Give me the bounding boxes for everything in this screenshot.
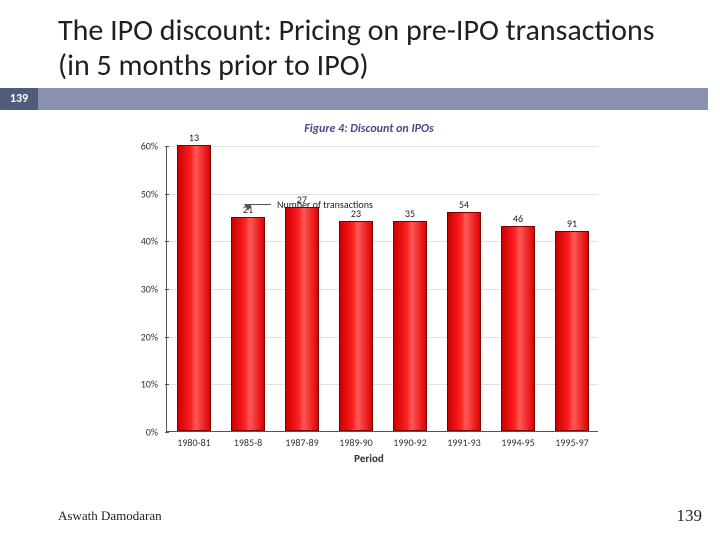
y-tick-label: 20% — [118, 330, 158, 343]
bar-value-label: 54 — [447, 198, 481, 211]
bar-value-label: 13 — [177, 131, 211, 144]
bar — [231, 217, 265, 432]
x-tick-label: 1994-95 — [493, 436, 543, 449]
bar — [177, 145, 211, 431]
slide-number-badge: 139 — [0, 88, 38, 110]
slide-title: The IPO discount: Pricing on pre-IPO tra… — [58, 14, 678, 83]
y-tick-label: 40% — [118, 235, 158, 248]
bar — [447, 212, 481, 431]
footer-page-number: 139 — [677, 506, 703, 526]
bar — [339, 221, 373, 431]
y-tick-label: 10% — [118, 378, 158, 391]
annotation-arrow-icon — [244, 204, 252, 211]
gridline — [167, 194, 598, 195]
chart-container: Figure 4: Discount on IPOs 0%10%20%30%40… — [120, 118, 618, 468]
x-tick-label: 1995-97 — [547, 436, 597, 449]
bar-value-label: 35 — [393, 207, 427, 220]
bar-value-label: 91 — [555, 217, 589, 230]
x-tick-label: 1989-90 — [331, 436, 381, 449]
x-tick-label: 1990-92 — [385, 436, 435, 449]
annotation-text: Number of transactions — [277, 198, 373, 211]
title-accent-bar — [38, 88, 708, 110]
y-tick-label: 50% — [118, 187, 158, 200]
x-tick-label: 1985-8 — [223, 436, 273, 449]
y-tick-label: 60% — [118, 140, 158, 153]
footer-author: Aswath Damodaran — [58, 508, 162, 524]
bar — [393, 221, 427, 431]
x-tick-label: 1980-81 — [169, 436, 219, 449]
bar — [501, 226, 535, 431]
y-tick-label: 0% — [118, 426, 158, 439]
x-tick-label: 1987-89 — [277, 436, 327, 449]
bar — [555, 231, 589, 431]
x-axis-title: Period — [120, 452, 618, 465]
chart-plot: 0%10%20%30%40%50%60%131980-81211985-8271… — [166, 146, 598, 432]
bar-value-label: 46 — [501, 212, 535, 225]
y-tick-label: 30% — [118, 283, 158, 296]
gridline — [167, 146, 598, 147]
x-tick-label: 1991-93 — [439, 436, 489, 449]
bar — [285, 207, 319, 431]
